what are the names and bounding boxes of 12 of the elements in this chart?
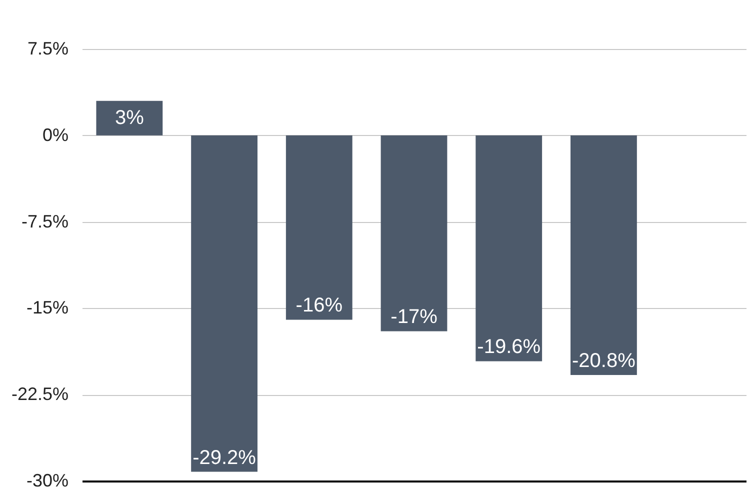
y-tick-label: -30% [26,470,68,490]
y-tick-label: 0% [42,124,68,145]
data-label: -19.6% [477,336,541,358]
y-tick-label: -7.5% [21,211,68,232]
data-label: -29.2% [192,446,256,469]
data-label: -16% [296,294,343,317]
data-label: -17% [390,306,438,328]
data-label: -20.8% [572,350,636,372]
y-tick-label: 7.5% [27,38,68,58]
y-tick-label: -15% [26,298,68,318]
y-tick-label: -22.5% [11,384,68,404]
data-label: 3% [114,107,144,130]
